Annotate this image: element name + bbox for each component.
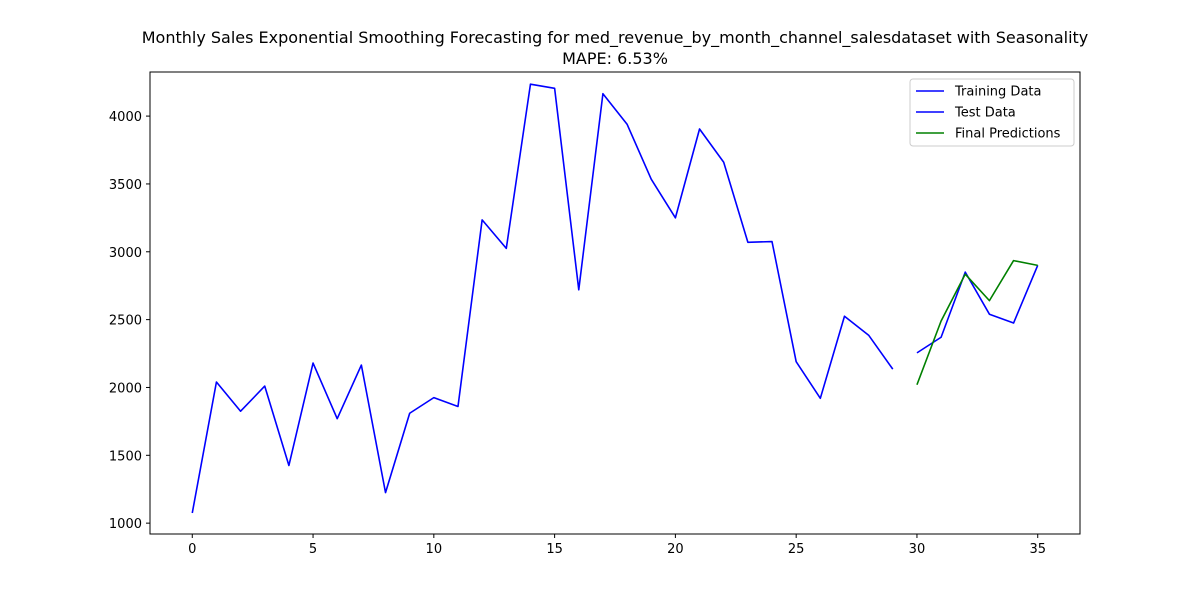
- x-tick-label: 20: [667, 542, 684, 557]
- chart-title: Monthly Sales Exponential Smoothing Fore…: [142, 28, 1089, 48]
- chart-subtitle: MAPE: 6.53%: [562, 49, 668, 68]
- x-tick-label: 0: [188, 542, 196, 557]
- legend-label-test-data: Test Data: [954, 106, 1016, 121]
- y-tick-label: 3500: [109, 178, 142, 193]
- y-tick-label: 3000: [109, 246, 142, 261]
- plot-frame: [149, 71, 1081, 535]
- y-tick-label: 1500: [109, 449, 142, 464]
- series-line-training-data: [191, 83, 894, 514]
- x-tick-label: 5: [309, 542, 317, 557]
- y-tick-label: 2000: [109, 381, 142, 396]
- legend-label-training-data: Training Data: [954, 85, 1041, 100]
- x-tick-label: 10: [426, 542, 443, 557]
- legend-box: [909, 78, 1075, 147]
- y-tick-label: 4000: [109, 110, 142, 125]
- legend: Training Data Test Data Final Predictions: [909, 78, 1075, 147]
- x-tick-label: 35: [1029, 542, 1046, 557]
- y-tick-label: 2500: [109, 314, 142, 329]
- x-tick-label: 30: [909, 542, 926, 557]
- y-tick-label: 1000: [109, 517, 142, 532]
- series-line-test-data: [916, 265, 1039, 354]
- x-tick-label: 25: [788, 542, 805, 557]
- x-tick-label: 15: [546, 542, 563, 557]
- legend-label-final-predictions: Final Predictions: [955, 127, 1061, 142]
- series-line-final-predictions: [916, 259, 1038, 386]
